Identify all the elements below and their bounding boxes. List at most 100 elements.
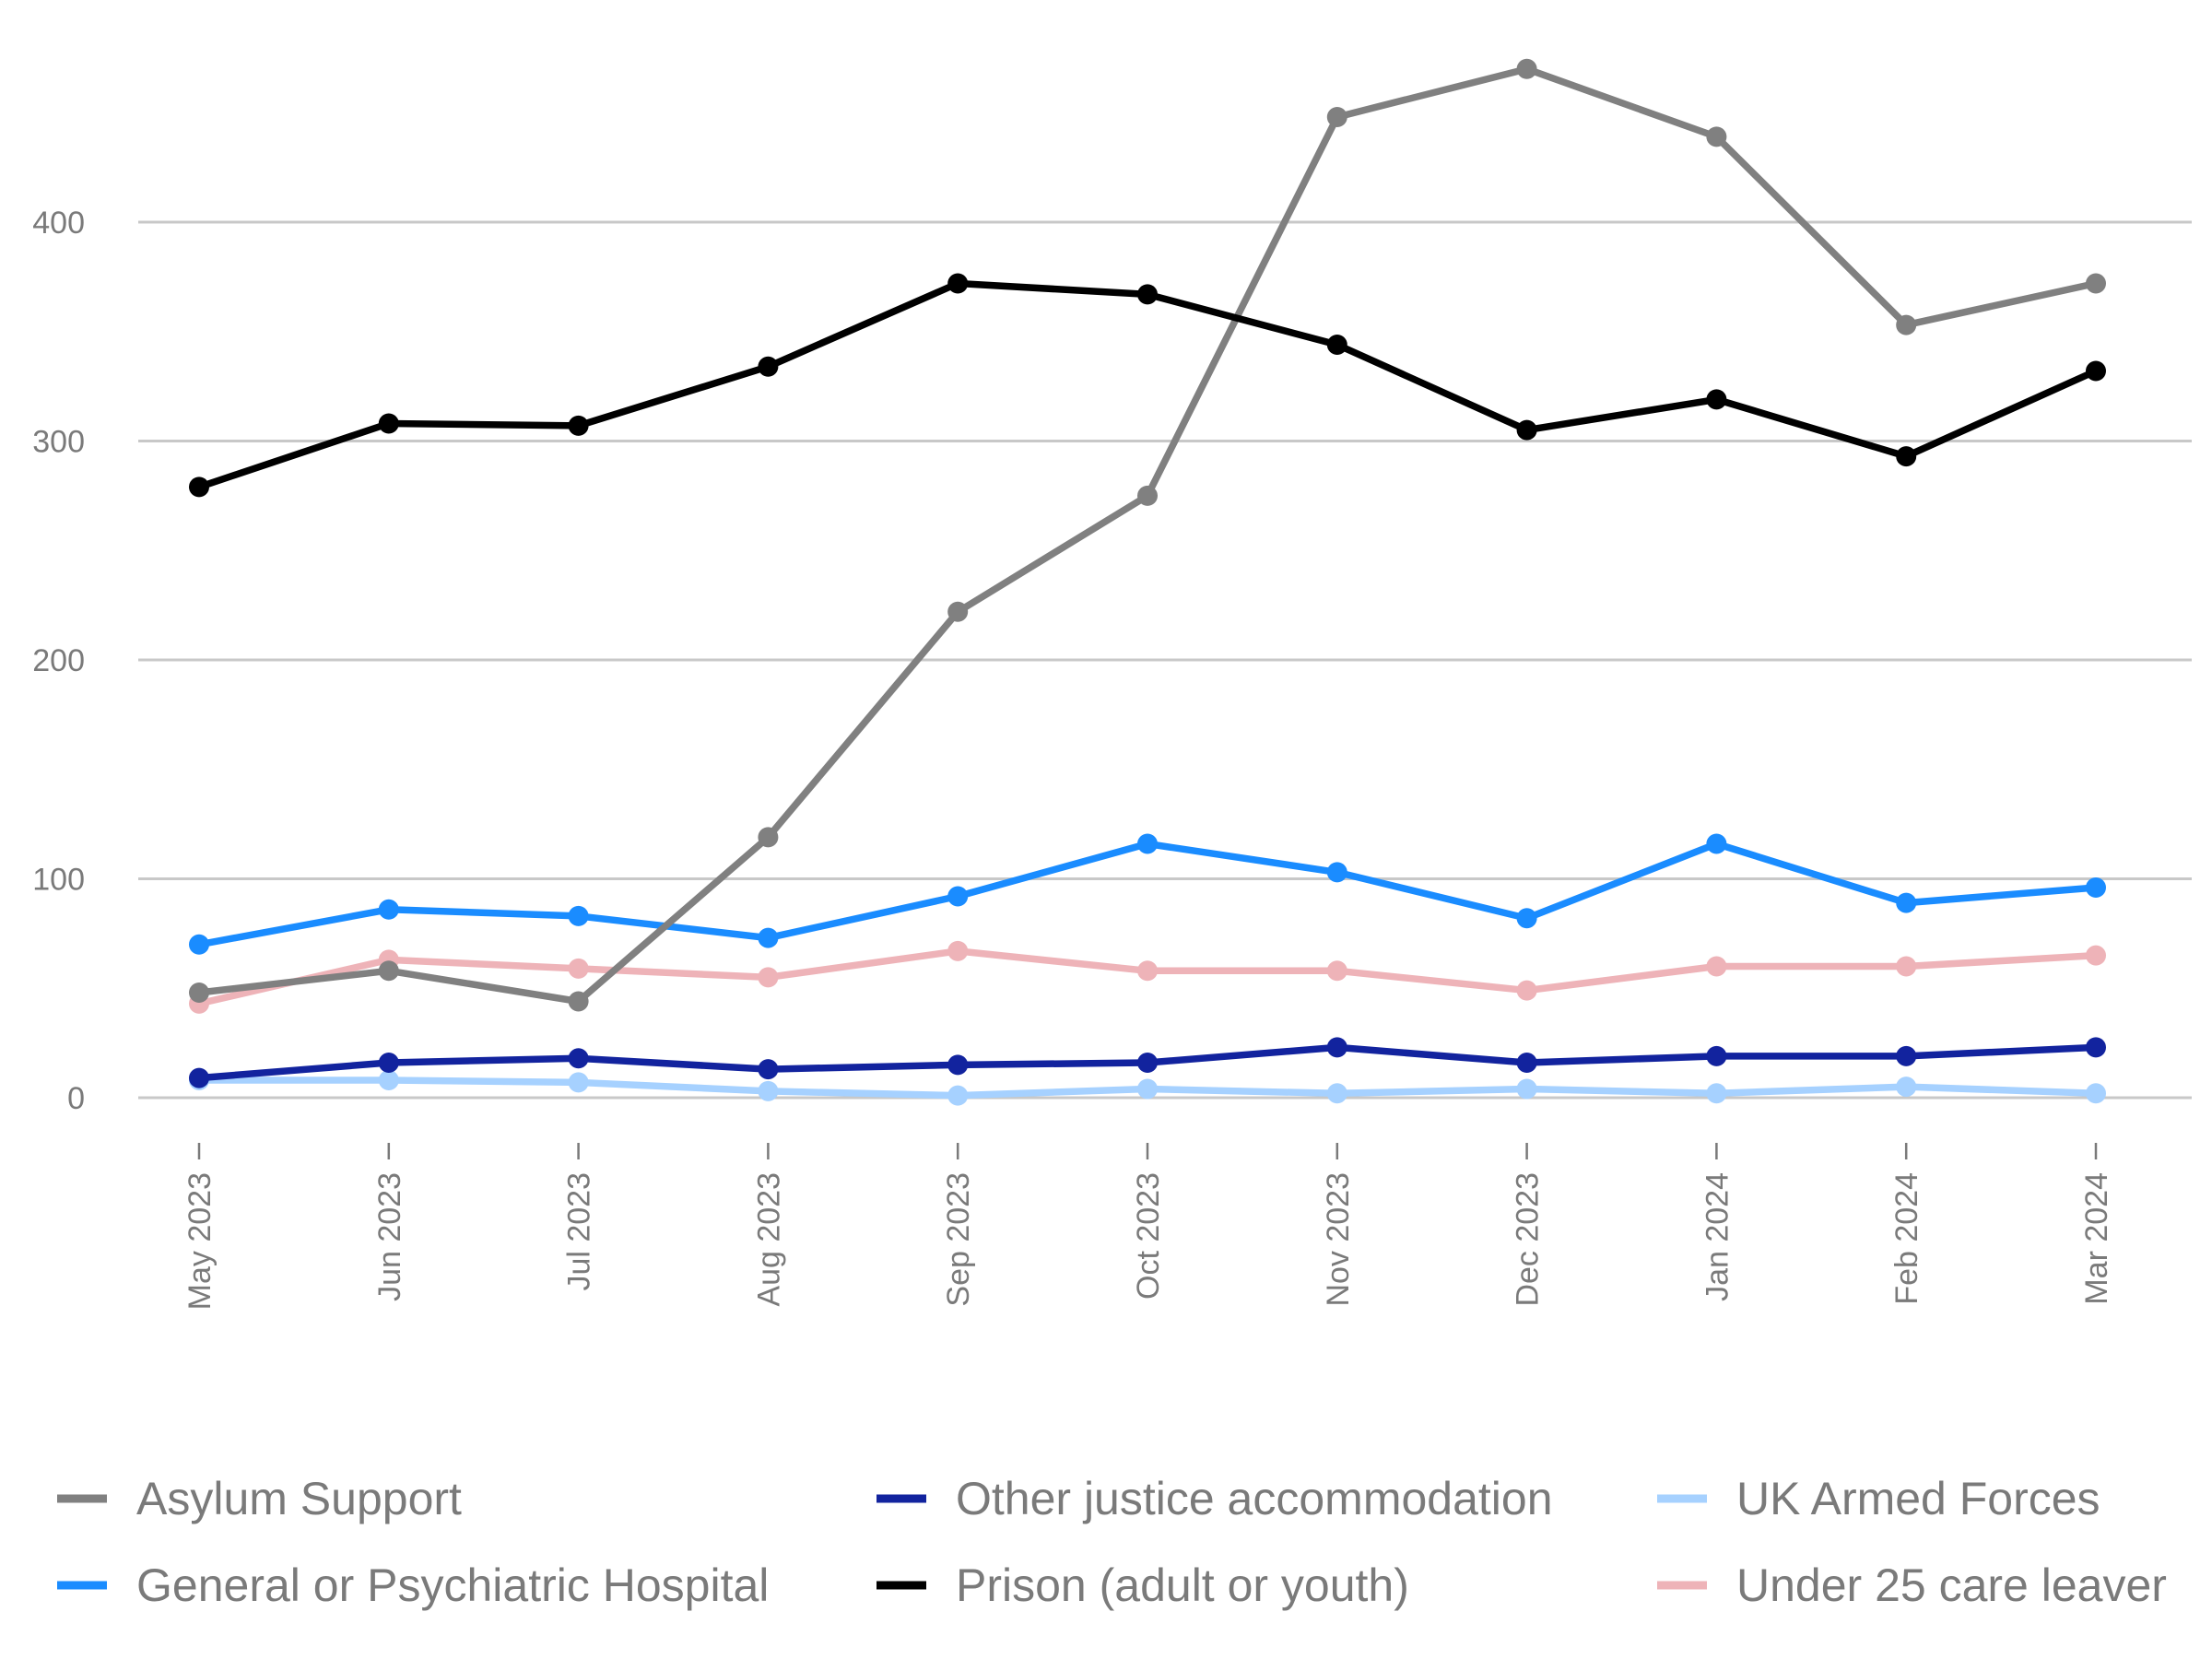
data-point [378,413,399,434]
data-point [1137,1078,1158,1100]
data-point [1706,956,1727,977]
data-point [568,905,589,926]
legend: Asylum Support General or Psychiatric Hos… [57,1473,2167,1611]
x-axis-ticks: May 2023 Jun 2023 Jul 2023 Aug 2023 Sep 2023… [182,1143,2114,1310]
data-point [1516,419,1537,441]
x-tick-label: Nov 2023 [1321,1172,1356,1307]
legend-item-other-justice-accommodation: Other justice accommodation [877,1473,1553,1524]
x-tick-label: Feb 2024 [1889,1172,1924,1305]
y-tick-label: 300 [32,425,85,460]
data-point [1516,980,1537,1001]
data-point [758,927,779,948]
data-point [1326,1037,1347,1058]
data-point [189,982,209,1003]
series-uk-armed-forces [189,1070,2106,1106]
legend-item-under-25-care-leaver: Under 25 care leaver [1657,1559,2167,1611]
data-point [1706,833,1727,854]
x-tick-label: Jun 2023 [372,1172,407,1301]
data-point [1706,1045,1727,1066]
legend-item-prison-adult-or-youth: Prison (adult or youth) [877,1559,1409,1611]
data-point [1326,960,1347,982]
x-tick-label: Sep 2023 [941,1172,976,1307]
data-point [758,827,779,848]
legend-label: General or Psychiatric Hospital [136,1559,769,1611]
data-point [1516,1078,1537,1100]
legend-item-general-or-psychiatric-hospital: General or Psychiatric Hospital [57,1559,769,1611]
series-asylum-support [189,58,2106,1012]
data-point [378,1070,399,1090]
series-under-25-care-leaver [189,940,2106,1014]
x-tick-label: Mar 2024 [2079,1172,2114,1305]
legend-item-uk-armed-forces: UK Armed Forces [1657,1473,2100,1524]
series-prison-adult-or-youth [189,273,2106,498]
data-point [1706,389,1727,410]
data-point [1137,1053,1158,1073]
data-point [1516,58,1537,79]
series-line-prison-adult-or-youth [195,279,2100,491]
data-point [1896,446,1917,467]
data-point [1896,1077,1917,1098]
data-point [2086,273,2106,294]
y-axis-ticks: 0 100 200 300 400 [32,206,85,1116]
data-point [2086,945,2106,966]
y-tick-label: 0 [67,1081,85,1116]
y-tick-label: 100 [32,863,85,898]
data-point [378,899,399,920]
data-point [568,991,589,1012]
data-point [947,1085,969,1106]
data-point [1137,284,1158,305]
data-point [758,356,779,377]
legend-label: Other justice accommodation [956,1473,1553,1524]
data-point [1326,862,1347,883]
data-point [1516,1053,1537,1073]
data-point [1137,833,1158,854]
y-tick-label: 200 [32,643,85,678]
series-general-or-psychiatric-hospital [189,833,2106,955]
data-point [189,934,209,955]
data-point [1896,314,1917,335]
data-point [758,967,779,988]
x-tick-label: May 2023 [182,1172,218,1310]
legend-item-asylum-support: Asylum Support [57,1473,462,1524]
data-point [568,1048,589,1069]
data-point [1896,956,1917,977]
y-tick-label: 400 [32,206,85,241]
data-point [378,1053,399,1073]
series-line-asylum-support [195,65,2100,1006]
legend-label: Prison (adult or youth) [956,1559,1409,1611]
x-tick-label: Aug 2023 [751,1172,786,1307]
data-point [947,1054,969,1076]
x-tick-label: Dec 2023 [1511,1172,1546,1307]
data-point [2086,360,2106,382]
data-point [1326,107,1347,127]
x-tick-label: Oct 2023 [1131,1172,1166,1300]
data-point [758,1080,779,1101]
data-point [378,960,399,982]
series-layer [189,58,2106,1106]
legend-label: UK Armed Forces [1736,1473,2100,1524]
data-point [1326,335,1347,355]
data-point [2086,877,2106,898]
data-point [1137,960,1158,982]
data-point [568,958,589,979]
data-point [1896,1045,1917,1066]
legend-label: Asylum Support [136,1473,462,1524]
data-point [1706,126,1727,147]
data-point [1137,485,1158,506]
x-tick-label: Jul 2023 [562,1172,597,1291]
data-point [1516,908,1537,929]
x-tick-label: Jan 2024 [1700,1172,1735,1301]
data-point [2086,1083,2106,1104]
data-point [568,1072,589,1093]
data-point [189,1067,209,1088]
data-point [947,886,969,907]
data-point [1326,1083,1347,1104]
data-point [1896,892,1917,913]
data-point [947,273,969,294]
data-point [947,940,969,961]
data-point [758,1059,779,1080]
data-point [1706,1083,1727,1104]
data-point [189,477,209,498]
data-point [568,415,589,436]
